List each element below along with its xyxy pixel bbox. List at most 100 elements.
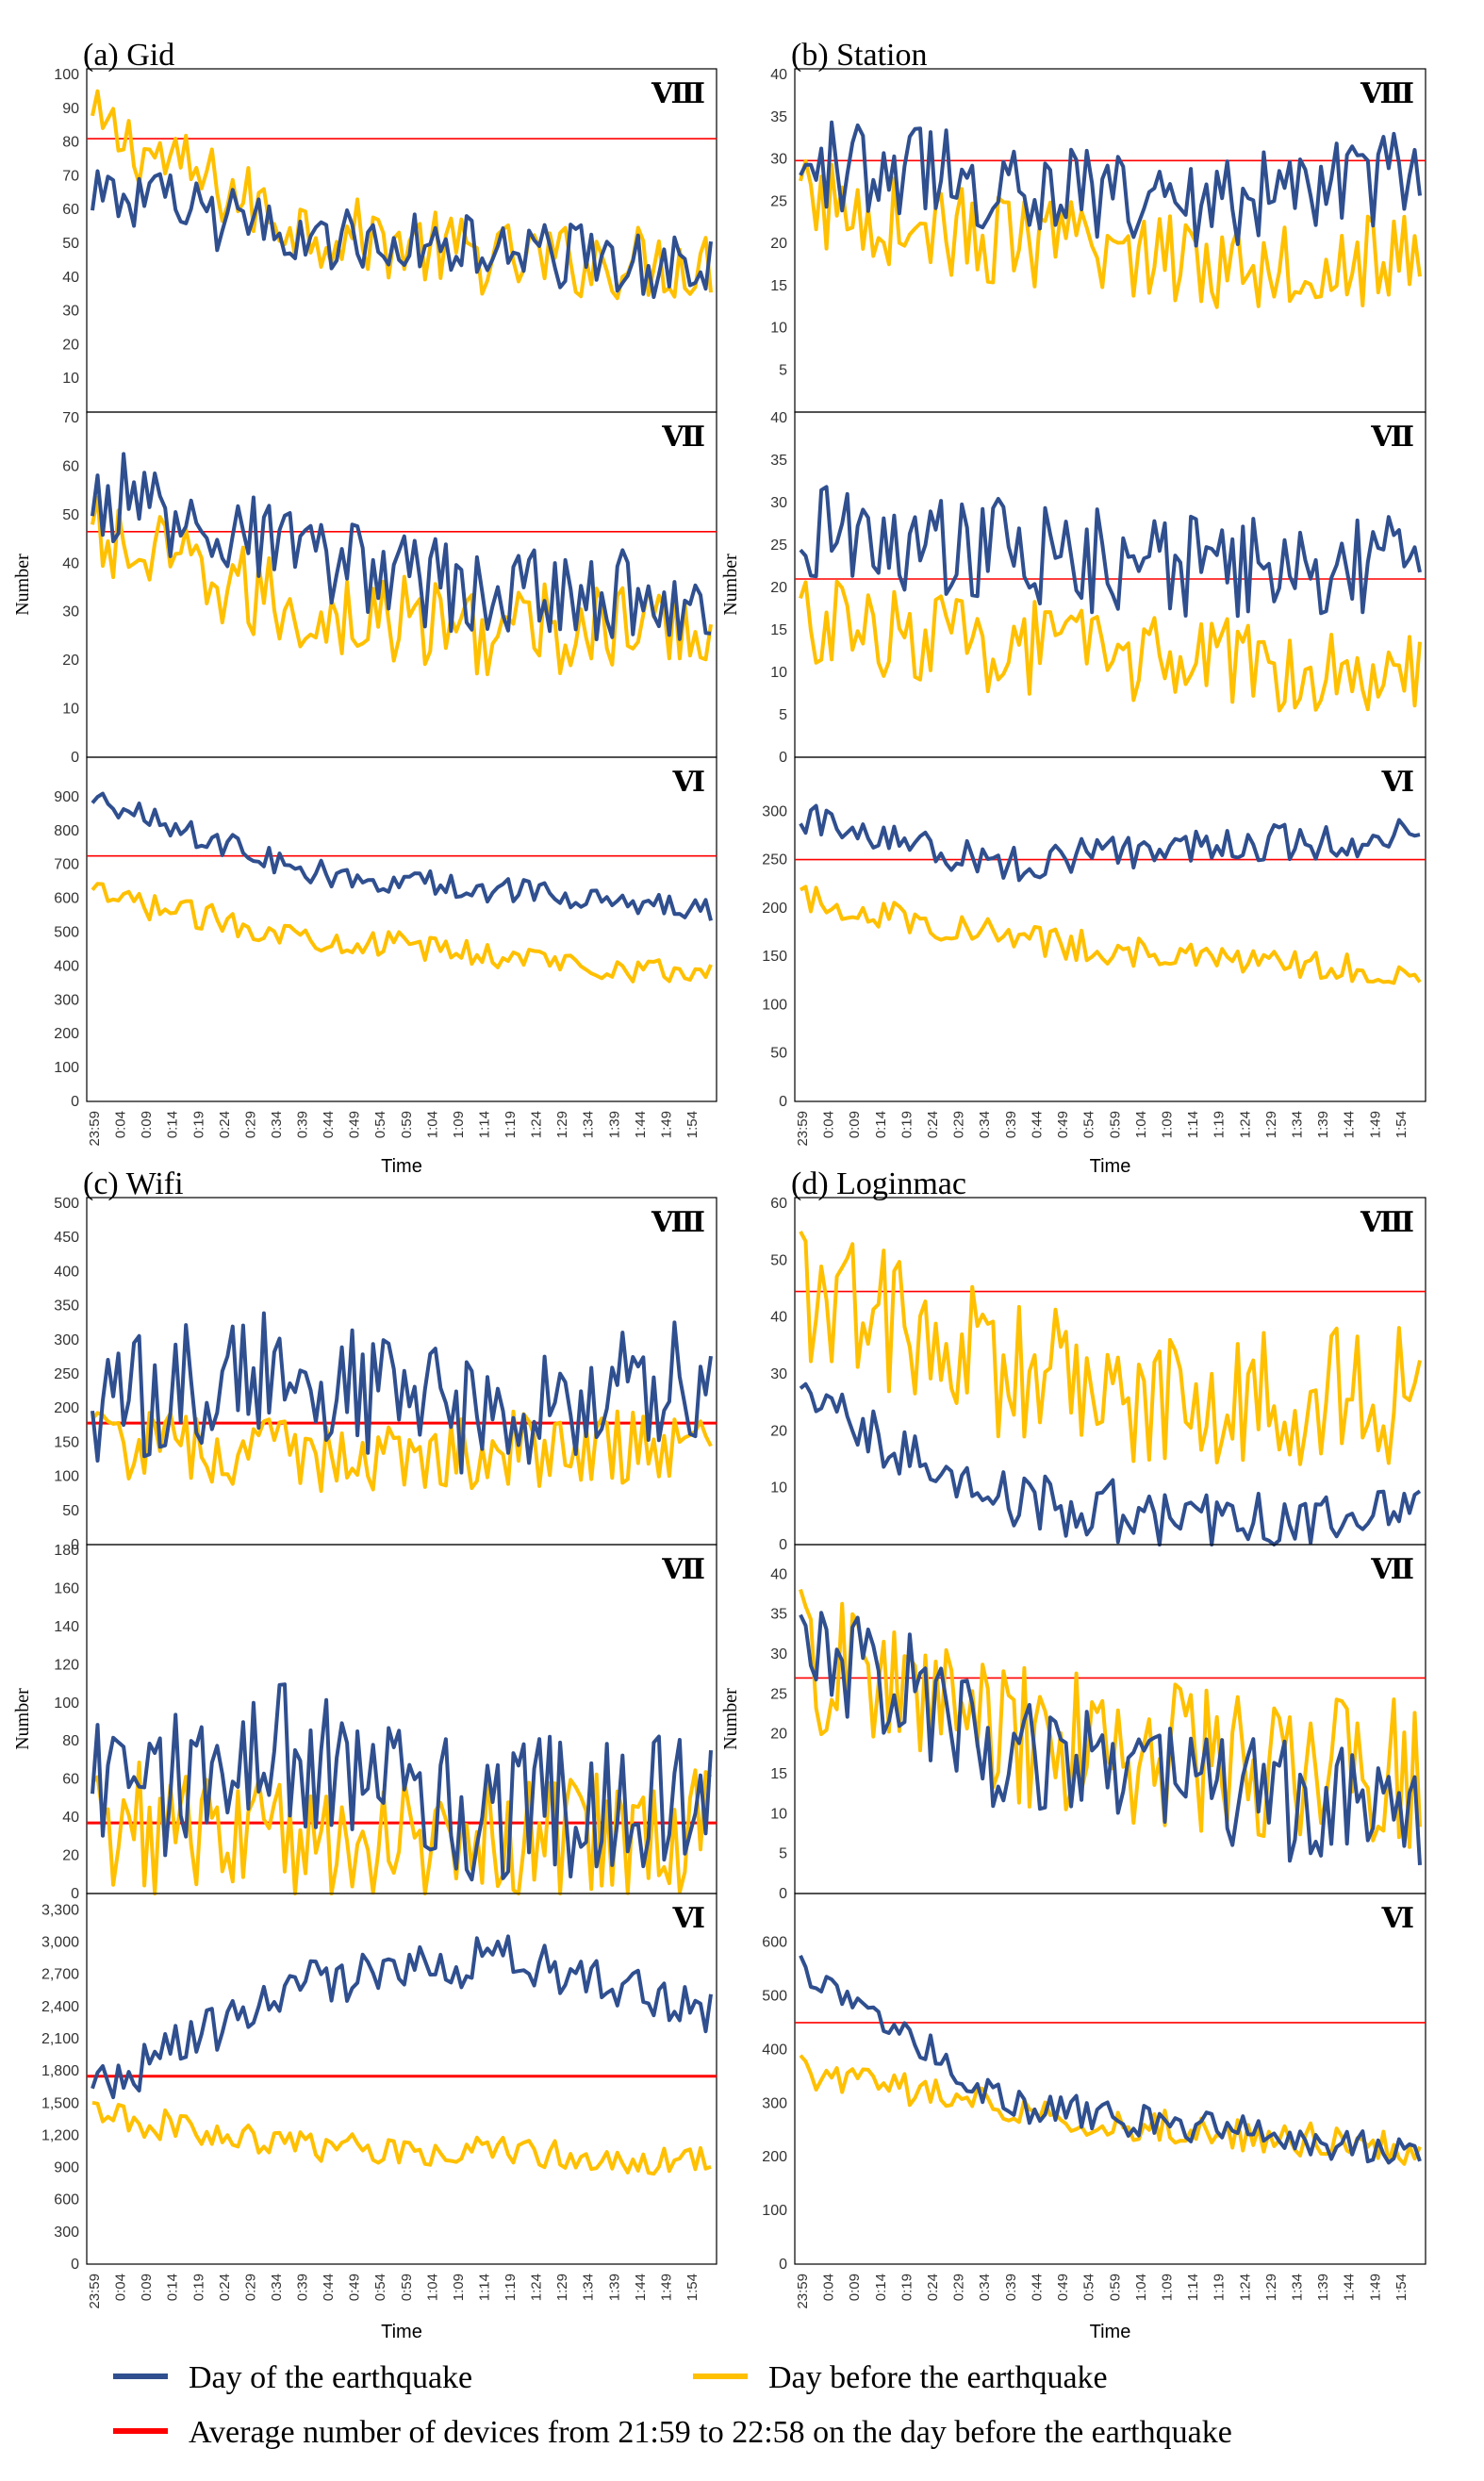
x-tick-label: 1:09 <box>451 1111 467 1138</box>
y-tick-label: 350 <box>54 1298 79 1315</box>
y-tick-label: 50 <box>62 507 79 523</box>
y-tick-label: 10 <box>62 371 79 387</box>
y-tick-label: 20 <box>770 236 787 252</box>
y-tick-label: 300 <box>762 803 787 819</box>
subplot-3-1: 0 5 10 15 20 25 30 35 40 Ⅶ <box>770 1544 1426 1902</box>
y-tick-label: 40 <box>62 270 79 286</box>
y-tick-label: 100 <box>54 1469 79 1485</box>
y-tick-label: 1,500 <box>41 2095 79 2111</box>
x-tick-label: 0:14 <box>165 1111 181 1138</box>
y-tick-label: 100 <box>762 2203 787 2219</box>
y-tick-label: 25 <box>770 538 787 554</box>
y-tick-label: 40 <box>770 410 787 426</box>
subplot-frame <box>86 1197 717 1546</box>
y-tick-label: 0 <box>71 1537 79 1553</box>
y-tick-label: 2,700 <box>41 1967 79 1983</box>
y-tick-label: 100 <box>54 1060 79 1076</box>
series-day-before-line <box>91 495 713 677</box>
y-tick-label: 180 <box>54 1543 79 1559</box>
x-tick-label: 0:14 <box>873 1111 889 1138</box>
y-tick-label: 400 <box>54 1264 79 1280</box>
y-axis-label: Number <box>720 1688 741 1750</box>
x-tick-label: 0:44 <box>1029 1111 1045 1138</box>
x-tick-label: 1:54 <box>1393 1111 1410 1138</box>
y-tick-label: 30 <box>770 1646 787 1662</box>
y-tick-label: 35 <box>770 1607 787 1623</box>
x-tick-label: 1:34 <box>581 1111 597 1138</box>
y-tick-label: 100 <box>54 1695 79 1712</box>
x-tick-label: 1:49 <box>658 2274 674 2301</box>
y-tick-label: 500 <box>54 1196 79 1212</box>
panel-title: (a) Gid <box>83 38 174 73</box>
y-tick-label: 2,100 <box>41 2031 79 2047</box>
y-tick-label: 80 <box>62 1733 79 1749</box>
y-tick-label: 70 <box>62 410 79 426</box>
x-tick-label: 0:49 <box>1055 2274 1071 2301</box>
x-tick-label: 1:19 <box>503 2274 519 2301</box>
x-tick-label: 1:24 <box>1237 2274 1253 2301</box>
y-tick-label: 0 <box>779 750 787 766</box>
y-tick-label: 30 <box>62 604 79 620</box>
y-tick-label: 600 <box>54 2192 79 2208</box>
panel-title: (c) Wifi <box>83 1166 184 1201</box>
x-tick-label: 0:39 <box>295 1111 311 1138</box>
y-tick-label: 2,400 <box>41 1999 79 2015</box>
y-tick-label: 20 <box>770 580 787 596</box>
subplot-2-0: 0 50 100 150 200 250 300 350 400 450 500 Ⅷ <box>54 1196 717 1553</box>
x-tick-label: 1:19 <box>503 1111 519 1138</box>
y-tick-label: 500 <box>54 925 79 941</box>
y-tick-label: 30 <box>770 495 787 511</box>
x-axis-label: Time <box>1090 1156 1131 1177</box>
series-day-before-line <box>799 158 1422 309</box>
x-tick-label: 0:34 <box>269 1111 285 1138</box>
y-tick-label: 800 <box>54 823 79 839</box>
y-tick-label: 250 <box>762 852 787 868</box>
y-tick-label: 50 <box>770 1046 787 1062</box>
y-tick-label: 30 <box>770 152 787 168</box>
y-tick-label: 0 <box>71 1094 79 1110</box>
subplot-frame <box>86 756 717 1102</box>
y-axis-label: Number <box>12 1688 33 1750</box>
x-tick-label: 1:29 <box>554 1111 570 1138</box>
x-tick-label: 1:29 <box>1263 2274 1279 2301</box>
x-tick-label: 0:44 <box>1029 2274 1045 2301</box>
series-day-before-line <box>799 2054 1422 2166</box>
y-tick-label: 60 <box>62 202 79 218</box>
y-tick-label: 100 <box>54 67 79 83</box>
x-axis-label: Time <box>1090 2322 1131 2342</box>
y-tick-label: 0 <box>71 750 79 766</box>
x-tick-label: 1:29 <box>554 2274 570 2301</box>
x-tick-label: 1:04 <box>424 1111 440 1138</box>
x-tick-label: 1:34 <box>1289 1111 1305 1138</box>
x-tick-label: 0:59 <box>1107 2274 1123 2301</box>
y-tick-label: 70 <box>62 168 79 184</box>
x-tick-label: 1:14 <box>1185 1111 1201 1138</box>
x-tick-label: 1:24 <box>529 2274 545 2301</box>
y-tick-label: 35 <box>770 453 787 469</box>
x-tick-label: 0:44 <box>321 2274 337 2301</box>
y-tick-label: 3,000 <box>41 1935 79 1951</box>
x-tick-label: 0:29 <box>242 2274 258 2301</box>
x-tick-label: 0:39 <box>1003 2274 1019 2301</box>
x-tick-label: 1:39 <box>1315 1111 1331 1138</box>
x-tick-label: 0:59 <box>399 1111 415 1138</box>
y-tick-label: 35 <box>770 109 787 125</box>
y-tick-label: 20 <box>770 1423 787 1439</box>
panel-title: (d) Loginmac <box>791 1166 966 1201</box>
x-tick-label: 23:59 <box>87 2274 103 2309</box>
y-tick-label: 900 <box>54 2160 79 2176</box>
x-tick-label: 0:54 <box>1081 1111 1097 1138</box>
intensity-level-label: Ⅷ <box>651 78 705 109</box>
x-tick-label: 0:59 <box>399 2274 415 2301</box>
x-tick-label: 1:04 <box>1133 2274 1149 2301</box>
x-tick-label: 0:14 <box>165 2274 181 2301</box>
x-tick-label: 1:09 <box>1159 1111 1175 1138</box>
y-tick-label: 500 <box>762 1988 787 2004</box>
x-tick-label: 1:14 <box>476 1111 492 1138</box>
y-tick-label: 15 <box>770 1766 787 1782</box>
x-tick-label: 1:19 <box>1212 1111 1228 1138</box>
x-tick-label: 0:24 <box>217 2274 233 2301</box>
x-tick-label: 1:54 <box>684 1111 701 1138</box>
y-tick-label: 0 <box>71 1886 79 1902</box>
x-tick-label: 1:29 <box>1263 1111 1279 1138</box>
